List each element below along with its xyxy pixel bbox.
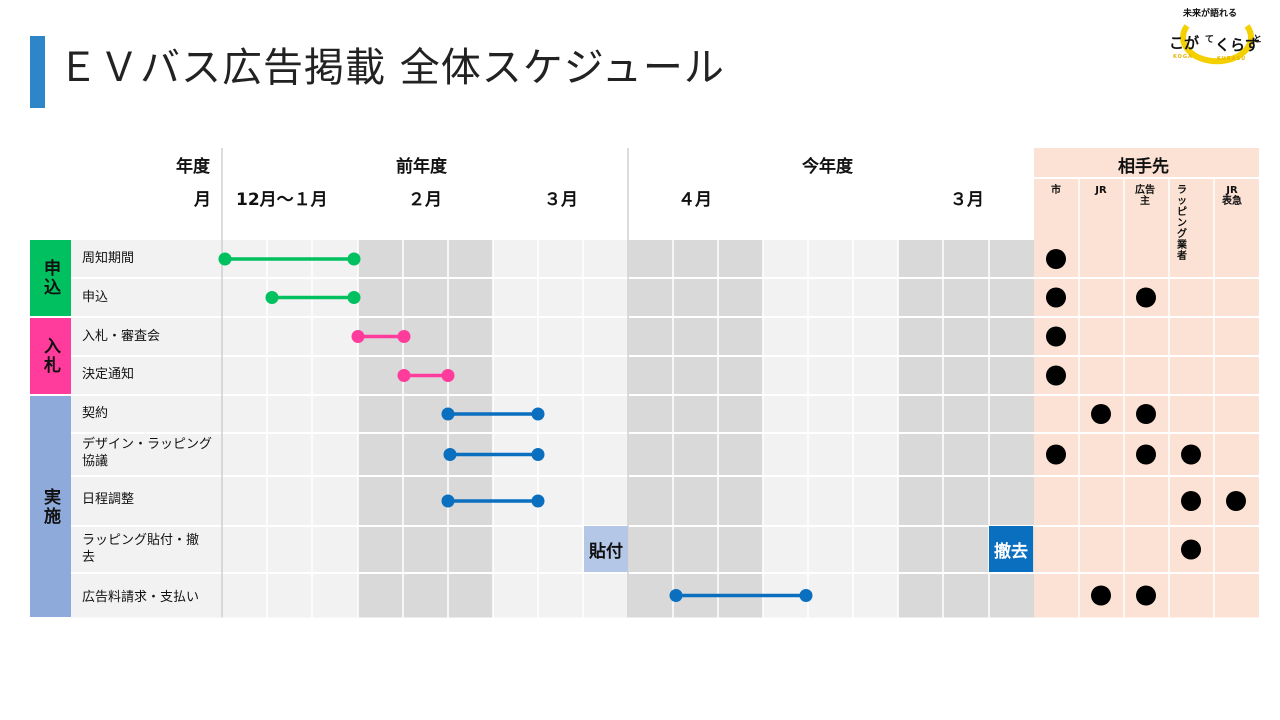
page-title: ＥＶバス広告掲載 全体スケジュール	[58, 45, 725, 91]
gantt-bar-end	[531, 407, 545, 421]
logo-tagline: 未来が語れる	[1183, 9, 1238, 19]
timeline-shaded-col	[628, 240, 673, 618]
timeline-shaded-col	[448, 240, 493, 618]
gantt-bar-end	[397, 330, 411, 343]
logo-sub-koga: KOGA	[1173, 54, 1193, 60]
partner-col-wrapping: ラッピング業者	[1177, 185, 1187, 262]
header-prev-year: 前年度	[396, 157, 447, 177]
timeline-shaded-col	[898, 240, 943, 618]
gantt-bar-start	[441, 407, 455, 421]
gantt-bar-start	[443, 448, 457, 461]
partner-dot	[1136, 404, 1156, 424]
partner-col-city: 市	[1051, 185, 1061, 196]
partner-dot	[1136, 287, 1156, 308]
gantt-bar-start	[265, 291, 279, 304]
row-label-contract: 契約	[82, 406, 109, 421]
partner-col-jr-kyukyu: JR 表急	[1222, 185, 1242, 207]
timeline-shaded-col	[718, 240, 763, 618]
gantt-bar-end	[441, 369, 455, 382]
row-label-design: デザイン・ラッピング協議	[82, 437, 213, 469]
logo-word-koga: こが	[1169, 34, 1200, 52]
partner-dot	[1181, 444, 1201, 465]
partner-dot	[1181, 539, 1201, 560]
row-label-apply: 申込	[82, 290, 109, 305]
timeline-shaded-col	[403, 240, 448, 618]
title-accent-bar	[30, 36, 45, 108]
logo-word-kurasu: くらす	[1215, 36, 1260, 54]
header-this-year: 今年度	[802, 157, 853, 177]
partner-dot	[1181, 491, 1201, 511]
attach-box: 貼付	[584, 526, 628, 572]
row-label-decision: 決定通知	[82, 367, 135, 382]
row-label-notice: 周知期間	[82, 251, 135, 266]
gantt-bar-start	[218, 252, 232, 266]
header-month-apr: ４月	[678, 190, 712, 210]
header-month-dec-jan: 12月～１月	[236, 190, 328, 210]
gantt-bar-start	[397, 369, 411, 382]
logo-sub-kurasu: KURASU	[1217, 56, 1247, 62]
gantt-bar-end	[347, 252, 361, 266]
logo-small-to: と	[1253, 35, 1263, 45]
row-label-bid: 入札・審査会	[82, 329, 161, 344]
header-month-feb: ２月	[408, 190, 442, 210]
gantt-bar-end	[531, 494, 545, 508]
remove-box: 撤去	[989, 526, 1033, 572]
partner-area-bg	[1034, 148, 1259, 618]
partner-dot	[1046, 365, 1066, 386]
partner-col-advertiser: 広告主	[1135, 185, 1155, 207]
partner-dot	[1226, 491, 1246, 511]
header-nendo: 年度	[176, 157, 210, 177]
gantt-bar-start	[351, 330, 365, 343]
logo-small-te: て	[1205, 35, 1215, 45]
partner-dot	[1046, 287, 1066, 308]
timeline-shaded-col	[673, 240, 718, 618]
timeline-shaded-col	[943, 240, 989, 618]
gantt-bar-end	[347, 291, 361, 304]
header-month: 月	[194, 190, 211, 210]
partner-dot	[1136, 444, 1156, 465]
partner-dot	[1091, 404, 1111, 424]
partner-dot	[1046, 249, 1066, 269]
row-label-billing: 広告料請求・支払い	[82, 590, 200, 605]
category-implement: 実施	[30, 396, 71, 617]
timeline-shaded-col	[358, 240, 403, 618]
category-bid: 入札	[30, 318, 71, 394]
partner-col-jr: JR	[1095, 185, 1107, 196]
category-apply: 申込	[30, 240, 71, 316]
header-partners: 相手先	[1118, 157, 1169, 177]
partner-dot	[1046, 444, 1066, 465]
gantt-bar-start	[669, 589, 683, 602]
label-area-bg	[71, 240, 222, 618]
partner-dot	[1136, 585, 1156, 606]
header-month-mar-prev: ３月	[544, 190, 578, 210]
row-label-wrapping: ラッピング貼付・撤去	[82, 533, 200, 565]
row-label-schedule: 日程調整	[82, 492, 135, 507]
gantt-bar-end	[799, 589, 813, 602]
header-month-mar-this: ３月	[950, 190, 984, 210]
partner-dot	[1046, 326, 1066, 347]
gantt-bar-start	[441, 494, 455, 508]
partner-dot	[1091, 585, 1111, 606]
gantt-bar-end	[531, 448, 545, 461]
logo-ring-icon	[1180, 24, 1254, 65]
logo: 未来が語れる こが て くらす と KOGA KURASU	[1165, 2, 1265, 78]
